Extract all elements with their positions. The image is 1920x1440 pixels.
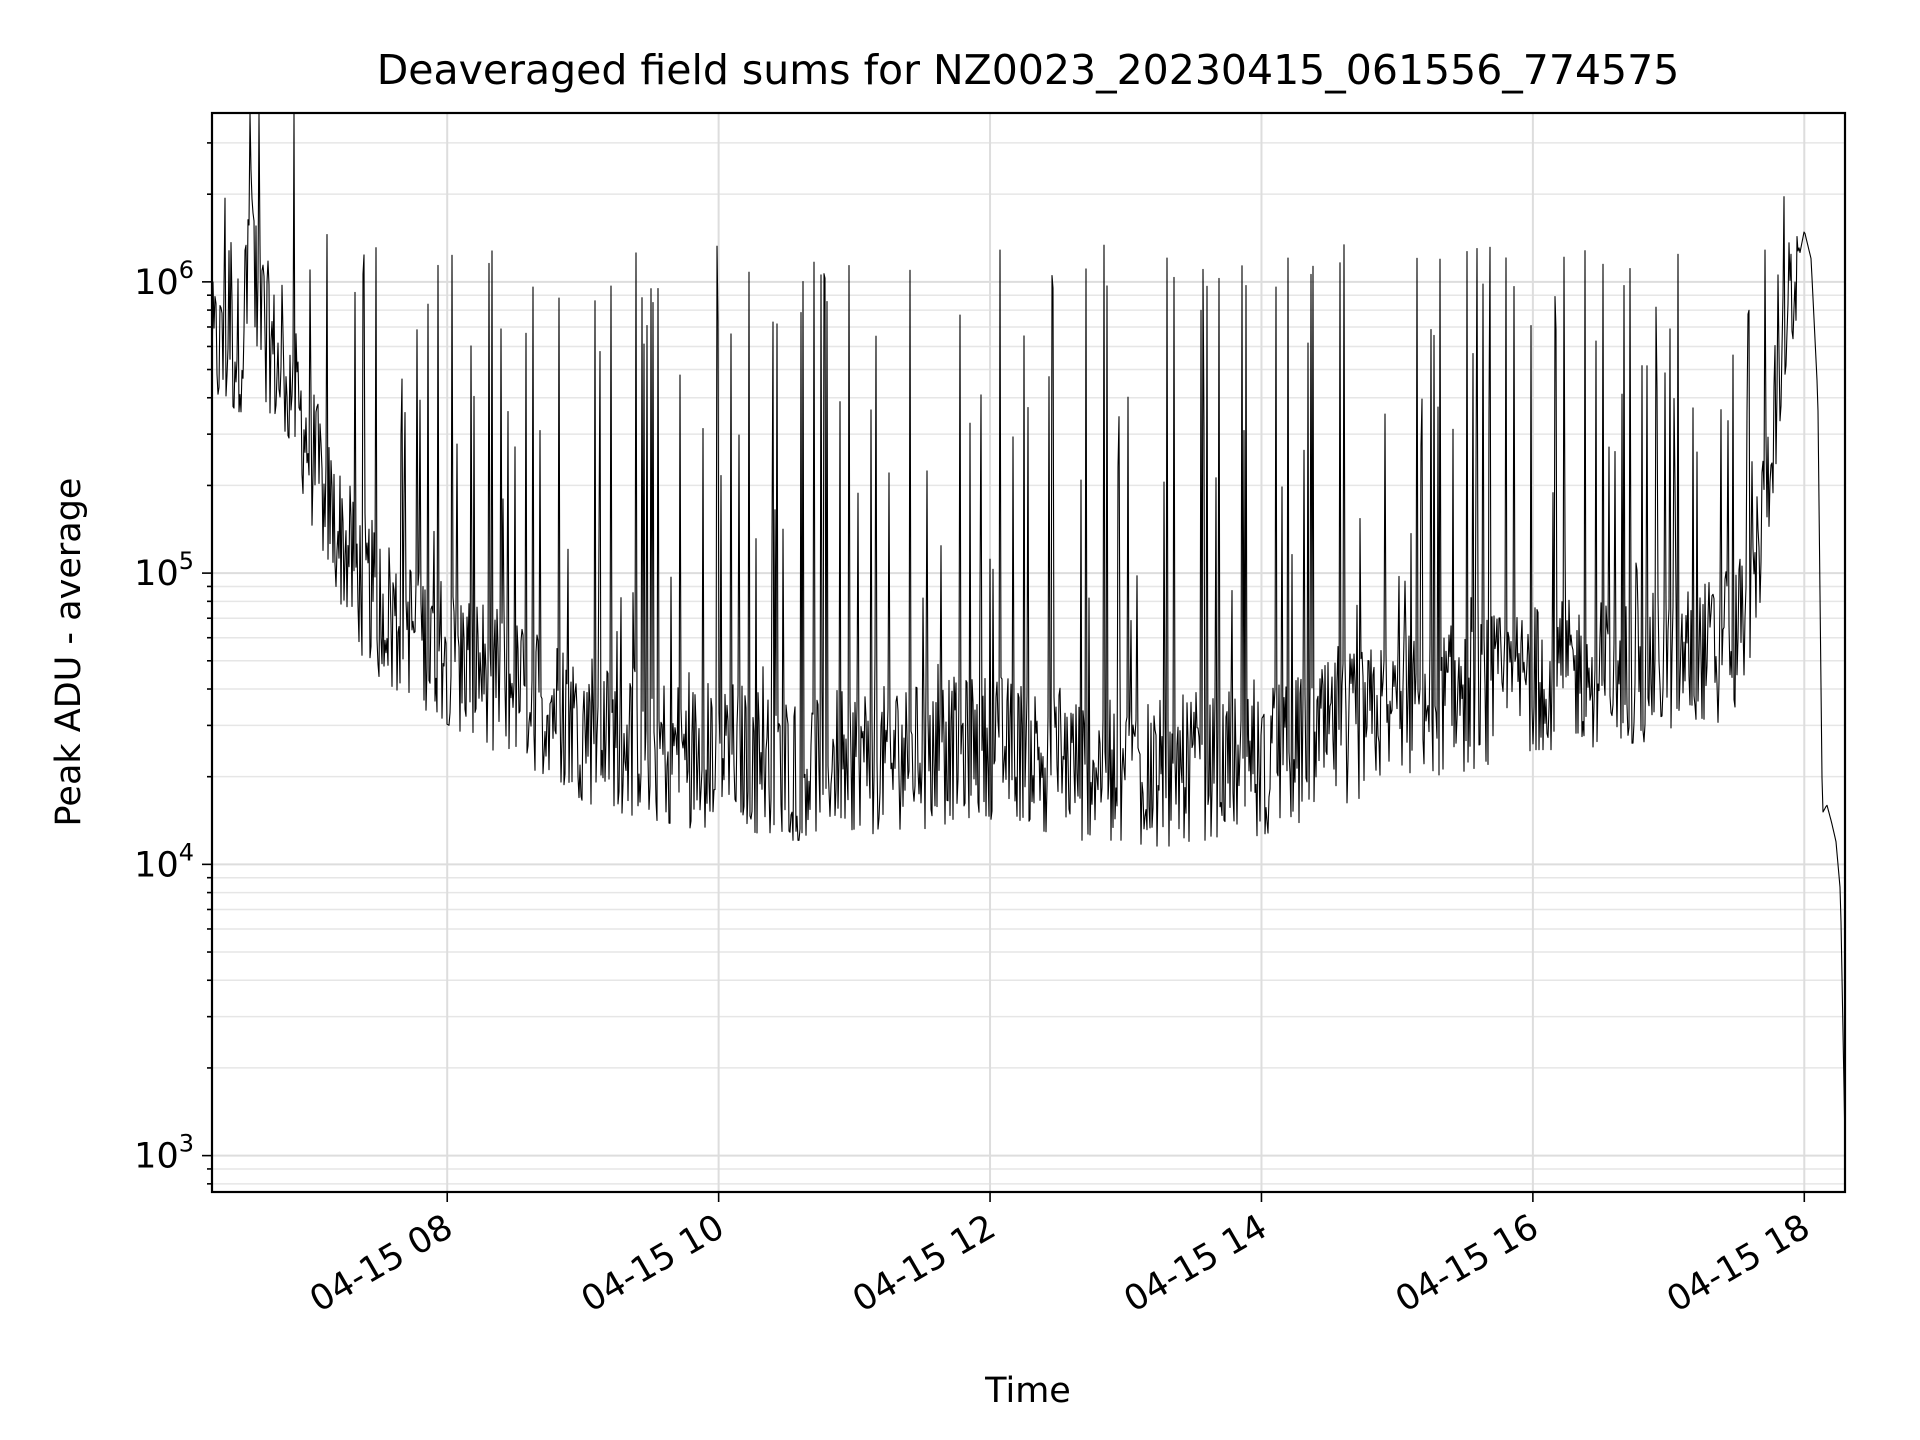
y-axis-label: Peak ADU - average [49, 478, 89, 827]
y-axis: 103 104 105 106 [134, 142, 212, 1185]
x-axis-label: Time [984, 1371, 1071, 1411]
y-tick-label: 105 [134, 547, 194, 594]
x-tick-label: 04-15 16 [1389, 1207, 1545, 1320]
x-tick-label: 04-15 10 [575, 1207, 731, 1320]
y-tick-label: 106 [134, 256, 194, 303]
x-tick-label: 04-15 14 [1118, 1207, 1274, 1320]
series-area [211, 112, 1846, 1144]
plot-frame [210, 111, 1847, 1194]
x-tick-label: 04-15 08 [303, 1207, 459, 1320]
x-axis: 04-15 08 04-15 10 04-15 12 04-15 14 04-15 16… [303, 1192, 1817, 1320]
x-tick-label: 04-15 18 [1660, 1207, 1816, 1320]
x-tick-label: 04-15 12 [846, 1207, 1002, 1320]
chart-title: Deaveraged field sums for NZ0023_2023041… [377, 46, 1680, 94]
series-line [211, 112, 1846, 1144]
y-tick-label: 104 [134, 838, 194, 885]
y-tick-label: 103 [134, 1130, 194, 1177]
